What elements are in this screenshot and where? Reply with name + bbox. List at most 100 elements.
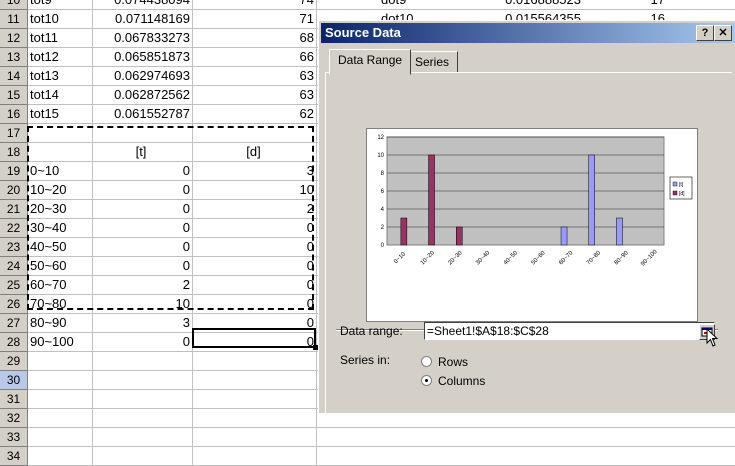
cell-c[interactable] bbox=[193, 428, 317, 447]
cell-a[interactable] bbox=[28, 352, 93, 371]
cell-b[interactable] bbox=[92, 447, 193, 466]
cell-a[interactable]: 20~30 bbox=[28, 200, 93, 219]
cell-b[interactable]: [t] bbox=[92, 143, 193, 162]
row-header[interactable]: 34 bbox=[0, 447, 28, 466]
question-icon[interactable]: ? bbox=[696, 25, 714, 41]
cell-c[interactable]: 66 bbox=[193, 48, 317, 67]
row-header[interactable]: 21 bbox=[0, 200, 28, 219]
cell-a[interactable]: 30~40 bbox=[28, 219, 93, 238]
tab-data-range[interactable]: Data Range bbox=[329, 49, 412, 75]
cell-c[interactable]: [d] bbox=[193, 143, 317, 162]
row-header[interactable]: 33 bbox=[0, 428, 28, 447]
row-header[interactable]: 20 bbox=[0, 181, 28, 200]
cell-b[interactable] bbox=[92, 371, 193, 390]
cell-b[interactable] bbox=[92, 390, 193, 409]
cell-b[interactable]: 0.062974693 bbox=[92, 67, 193, 86]
cell-b[interactable]: 2 bbox=[92, 276, 193, 295]
tab-series[interactable]: Series bbox=[406, 51, 459, 73]
cell-a[interactable] bbox=[28, 143, 93, 162]
cell-a[interactable]: tot11 bbox=[28, 29, 93, 48]
data-range-input[interactable] bbox=[424, 322, 715, 340]
cell-a[interactable]: tot12 bbox=[28, 48, 93, 67]
cell-a[interactable] bbox=[28, 447, 93, 466]
cell-a[interactable]: tot14 bbox=[28, 86, 93, 105]
cell-a[interactable] bbox=[28, 428, 93, 447]
row-header[interactable]: 23 bbox=[0, 238, 28, 257]
cell-a[interactable] bbox=[28, 390, 93, 409]
cell-c[interactable]: 0 bbox=[193, 295, 317, 314]
cell-b[interactable] bbox=[92, 124, 193, 143]
cell-a[interactable]: 80~90 bbox=[28, 314, 93, 333]
row-header[interactable]: 17 bbox=[0, 124, 28, 143]
cell-b[interactable]: 0 bbox=[92, 257, 193, 276]
cell-b[interactable] bbox=[92, 428, 193, 447]
row-header[interactable]: 10 bbox=[0, 0, 28, 10]
cell-c[interactable] bbox=[193, 371, 317, 390]
row-header[interactable]: 15 bbox=[0, 86, 28, 105]
row-header[interactable]: 16 bbox=[0, 105, 28, 124]
cell-a[interactable]: tot15 bbox=[28, 105, 93, 124]
cell-c[interactable]: 10 bbox=[193, 181, 317, 200]
cell-b[interactable]: 0 bbox=[92, 200, 193, 219]
cell-d-g[interactable] bbox=[317, 447, 735, 466]
cell-b[interactable]: 0 bbox=[92, 238, 193, 257]
row-header[interactable]: 26 bbox=[0, 295, 28, 314]
cell-b[interactable]: 0.065851873 bbox=[92, 48, 193, 67]
cell-c[interactable]: 0 bbox=[193, 314, 317, 333]
close-icon[interactable]: ✕ bbox=[714, 25, 732, 41]
row-header[interactable]: 24 bbox=[0, 257, 28, 276]
cell-c[interactable]: 0 bbox=[193, 257, 317, 276]
cell-a[interactable]: 60~70 bbox=[28, 276, 93, 295]
cell-c[interactable]: 63 bbox=[193, 86, 317, 105]
row-header[interactable]: 30 bbox=[0, 371, 28, 390]
cell-c[interactable]: 71 bbox=[193, 10, 317, 29]
rows-radio[interactable] bbox=[421, 356, 432, 367]
cell-a[interactable]: 90~100 bbox=[28, 333, 93, 352]
cell-c[interactable]: 0 bbox=[193, 276, 317, 295]
row-header[interactable]: 14 bbox=[0, 67, 28, 86]
active-cell[interactable] bbox=[192, 328, 318, 350]
row-header[interactable]: 18 bbox=[0, 143, 28, 162]
cell-c[interactable]: 63 bbox=[193, 67, 317, 86]
row-header[interactable]: 12 bbox=[0, 29, 28, 48]
row-header[interactable]: 25 bbox=[0, 276, 28, 295]
cell-a[interactable] bbox=[28, 124, 93, 143]
cell-c[interactable]: 62 bbox=[193, 105, 317, 124]
cell-c[interactable]: 0 bbox=[193, 333, 317, 352]
cell-b[interactable]: 0.071148169 bbox=[92, 10, 193, 29]
cell-a[interactable]: tot10 bbox=[28, 10, 93, 29]
cell-c[interactable]: 68 bbox=[193, 29, 317, 48]
row-header[interactable]: 11 bbox=[0, 10, 28, 29]
row-header[interactable]: 13 bbox=[0, 48, 28, 67]
cell-d-g[interactable] bbox=[317, 428, 735, 447]
row-header[interactable]: 31 bbox=[0, 390, 28, 409]
cell-c[interactable]: 0 bbox=[193, 219, 317, 238]
cell-b[interactable]: 0 bbox=[92, 181, 193, 200]
cell-b[interactable]: 0.067833273 bbox=[92, 29, 193, 48]
row-header[interactable]: 29 bbox=[0, 352, 28, 371]
cell-b[interactable]: 0.074438094 bbox=[92, 0, 193, 10]
cell-c[interactable]: 3 bbox=[193, 162, 317, 181]
cell-a[interactable]: 0~10 bbox=[28, 162, 93, 181]
cell-c[interactable]: 2 bbox=[193, 200, 317, 219]
cell-d-g[interactable]: dot9 0.016888523 17 bbox=[317, 0, 735, 10]
row-header[interactable]: 27 bbox=[0, 314, 28, 333]
cell-a[interactable]: 10~20 bbox=[28, 181, 93, 200]
cell-b[interactable]: 0 bbox=[92, 219, 193, 238]
cell-a[interactable]: tot9 bbox=[28, 0, 93, 10]
row-header[interactable]: 28 bbox=[0, 333, 28, 352]
cell-b[interactable]: 10 bbox=[92, 295, 193, 314]
cell-b[interactable]: 0.062872562 bbox=[92, 86, 193, 105]
cell-c[interactable] bbox=[193, 124, 317, 143]
cell-b[interactable]: 0.061552787 bbox=[92, 105, 193, 124]
cell-a[interactable]: tot13 bbox=[28, 67, 93, 86]
cell-a[interactable]: 50~60 bbox=[28, 257, 93, 276]
cell-c[interactable]: 0 bbox=[193, 238, 317, 257]
row-header[interactable]: 22 bbox=[0, 219, 28, 238]
cell-b[interactable]: 0 bbox=[92, 333, 193, 352]
cell-c[interactable]: 74 bbox=[193, 0, 317, 10]
cell-a[interactable]: 70~80 bbox=[28, 295, 93, 314]
cell-b[interactable] bbox=[92, 352, 193, 371]
cell-c[interactable] bbox=[193, 447, 317, 466]
columns-radio[interactable] bbox=[421, 375, 432, 386]
